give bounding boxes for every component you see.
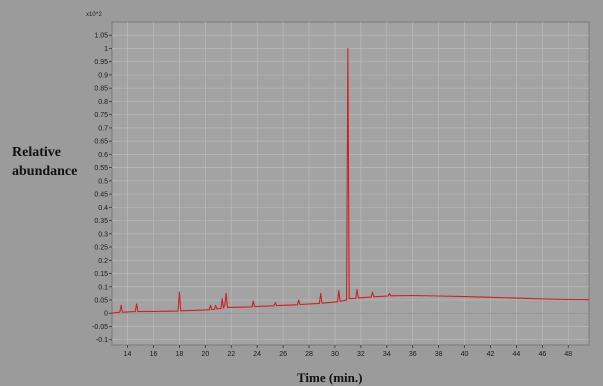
y-tick-label: -0.1 — [96, 337, 108, 344]
y-tick-label: 0.4 — [98, 205, 108, 212]
y-tick-label: 0.6 — [98, 152, 108, 159]
y-tick-label: 0.05 — [94, 297, 108, 304]
x-tick-label: 22 — [227, 351, 235, 358]
y-tick-label: 0.8 — [98, 99, 108, 106]
x-tick-label: 40 — [461, 351, 469, 358]
x-tick-label: 44 — [513, 351, 521, 358]
y-tick-label: 0.2 — [98, 258, 108, 265]
y-tick-label: 0.5 — [98, 178, 108, 185]
y-axis-label-line-2: abundance — [12, 164, 78, 179]
x-tick-label: 46 — [538, 351, 546, 358]
y-tick-label: 0.95 — [94, 59, 108, 66]
x-tick-label: 48 — [564, 351, 572, 358]
x-tick-label: 26 — [279, 351, 287, 358]
y-tick-label: 0.65 — [94, 139, 108, 146]
x-tick-label: 20 — [201, 351, 209, 358]
y-tick-label: 0.45 — [94, 192, 108, 199]
y-tick-label: 0 — [104, 311, 108, 318]
y-tick-label: 0.3 — [98, 231, 108, 238]
y-tick-label: 1.05 — [94, 33, 108, 40]
y-tick-label: 0.55 — [94, 165, 108, 172]
y-tick-label: 0.85 — [94, 86, 108, 93]
x-tick-label: 30 — [331, 351, 339, 358]
y-axis-label: Relative abundance — [12, 143, 77, 181]
y-tick-label: 0.75 — [94, 112, 108, 119]
series-line — [111, 47, 590, 314]
x-tick-label: 14 — [124, 351, 132, 358]
y-axis-label-line-1: Relative — [12, 145, 61, 160]
x-tick-label: 36 — [409, 351, 417, 358]
x-tick-label: 16 — [150, 351, 158, 358]
x-axis-label: Time (min.) — [297, 370, 363, 385]
x-tick-label: 38 — [435, 351, 443, 358]
y-tick-label: 0.25 — [94, 245, 108, 252]
plot-area — [111, 21, 590, 346]
x-tick-label: 42 — [487, 351, 495, 358]
y-tick-label: 0.1 — [98, 284, 108, 291]
y-tick-label: 0.7 — [98, 125, 108, 132]
x-tick-label: 28 — [305, 351, 313, 358]
x-tick-label: 32 — [357, 351, 365, 358]
x-tick-label: 24 — [253, 351, 261, 358]
y-scale-exponent: x10^2 — [86, 12, 102, 18]
x-tick-label: 18 — [176, 351, 184, 358]
x-tick-label: 34 — [383, 351, 391, 358]
y-tick-label: 0.9 — [98, 72, 108, 79]
y-tick-label: 1 — [104, 46, 108, 53]
y-tick-label: -0.05 — [92, 324, 108, 331]
y-tick-label: 0.15 — [94, 271, 108, 278]
y-tick-label: 0.35 — [94, 218, 108, 225]
